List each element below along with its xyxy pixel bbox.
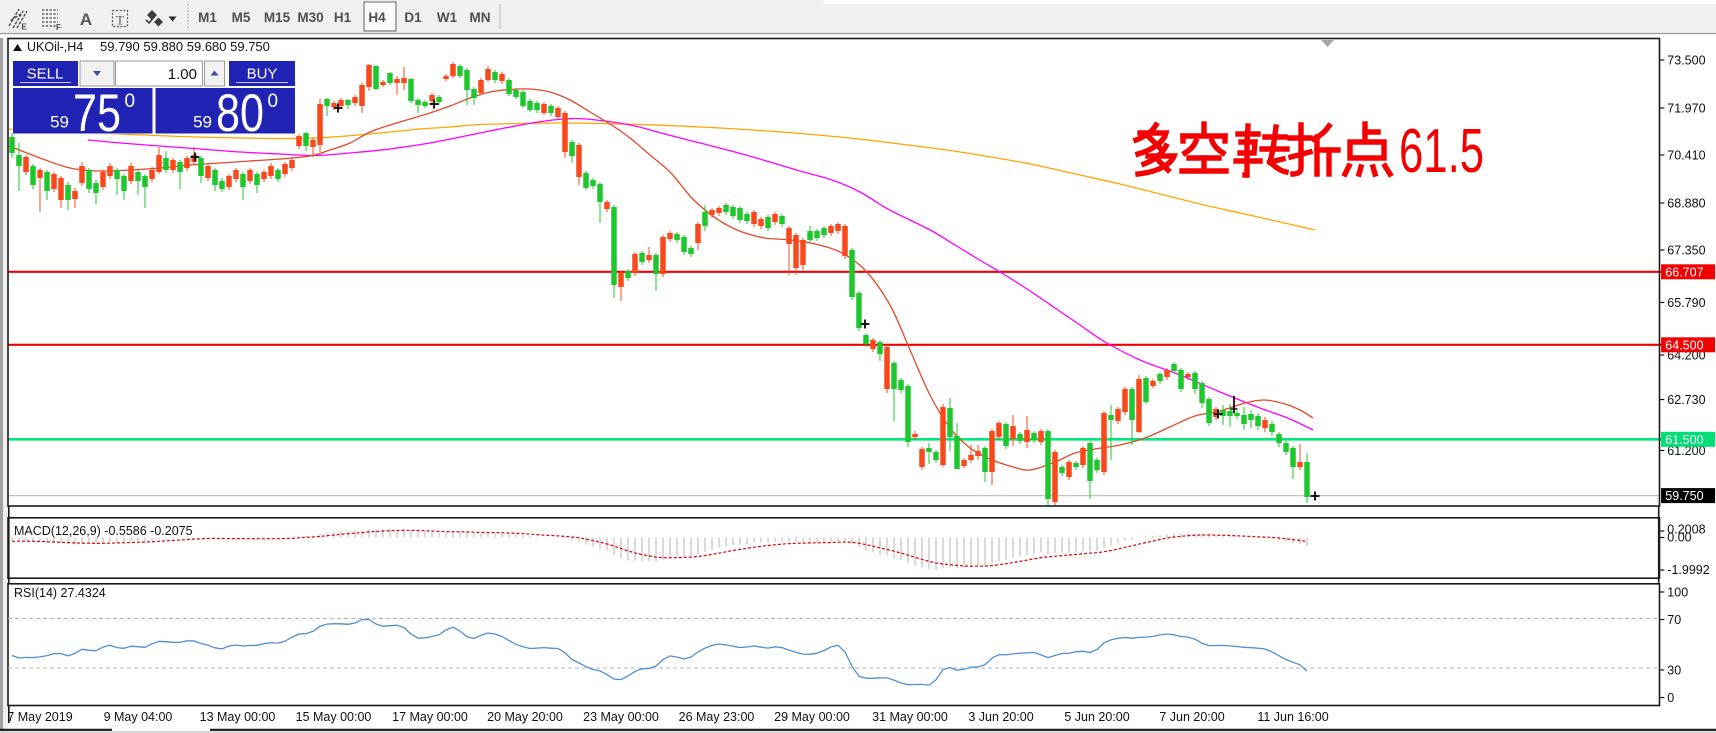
svg-text:70.410: 70.410 (1667, 149, 1705, 163)
svg-text:30: 30 (1667, 664, 1681, 678)
svg-text:1.00: 1.00 (168, 66, 197, 83)
svg-text:29 May 00:00: 29 May 00:00 (774, 710, 850, 724)
svg-text:59.750: 59.750 (1665, 489, 1703, 503)
svg-text:11 Jun 16:00: 11 Jun 16:00 (1257, 710, 1328, 724)
svg-text:M30: M30 (297, 10, 323, 25)
svg-text:0: 0 (125, 91, 136, 112)
svg-text:RSI(14) 27.4324: RSI(14) 27.4324 (14, 586, 106, 600)
svg-text:MACD(12,26,9) -0.5586 -0.2075: MACD(12,26,9) -0.5586 -0.2075 (14, 524, 193, 538)
svg-text:61.5: 61.5 (1399, 117, 1484, 186)
svg-text:70: 70 (1667, 613, 1681, 627)
svg-text:W1: W1 (437, 10, 458, 25)
svg-text:0.2008: 0.2008 (1667, 523, 1705, 537)
svg-text:0.00: 0.00 (1667, 531, 1691, 545)
svg-text:15 May 00:00: 15 May 00:00 (296, 710, 372, 724)
svg-text:M1: M1 (198, 10, 217, 25)
svg-text:H1: H1 (334, 10, 352, 25)
svg-text:23 May 00:00: 23 May 00:00 (583, 710, 659, 724)
svg-text:9 May 04:00: 9 May 04:00 (104, 710, 173, 724)
svg-text:64.500: 64.500 (1665, 338, 1703, 352)
svg-text:100: 100 (1667, 586, 1688, 600)
svg-text:BUY: BUY (247, 66, 278, 83)
svg-text:T: T (116, 13, 124, 28)
svg-text:59.790 59.880 59.680 59.750: 59.790 59.880 59.680 59.750 (100, 39, 270, 54)
svg-text:7 May 2019: 7 May 2019 (7, 710, 72, 724)
svg-text:H4: H4 (368, 10, 386, 25)
svg-text:61.200: 61.200 (1667, 444, 1705, 458)
svg-text:26 May 23:00: 26 May 23:00 (679, 710, 755, 724)
svg-text:62.730: 62.730 (1667, 393, 1705, 407)
svg-text:75: 75 (73, 84, 121, 143)
svg-text:5 Jun 20:00: 5 Jun 20:00 (1064, 710, 1129, 724)
svg-text:20 May 20:00: 20 May 20:00 (487, 710, 563, 724)
svg-text:F: F (56, 23, 61, 32)
svg-text:71.970: 71.970 (1667, 102, 1705, 116)
svg-text:A: A (80, 10, 92, 29)
svg-text:M15: M15 (264, 10, 291, 25)
svg-text:68.880: 68.880 (1667, 197, 1705, 211)
svg-text:-1.9992: -1.9992 (1667, 563, 1709, 577)
svg-text:0: 0 (268, 91, 279, 112)
svg-text:0: 0 (1667, 691, 1674, 705)
svg-text:M5: M5 (232, 10, 251, 25)
svg-text:UKOil-,H4: UKOil-,H4 (27, 40, 83, 54)
svg-text:SELL: SELL (27, 66, 64, 83)
svg-text:80: 80 (216, 84, 264, 143)
svg-text:67.350: 67.350 (1667, 244, 1705, 258)
svg-text:59: 59 (50, 113, 69, 132)
svg-text:E: E (21, 23, 27, 32)
svg-text:73.500: 73.500 (1667, 54, 1705, 68)
svg-text:66.707: 66.707 (1665, 265, 1703, 279)
svg-text:17 May 00:00: 17 May 00:00 (392, 710, 468, 724)
svg-text:D1: D1 (404, 10, 422, 25)
svg-text:7 Jun 20:00: 7 Jun 20:00 (1159, 710, 1224, 724)
svg-text:65.790: 65.790 (1667, 296, 1705, 310)
svg-text:3 Jun 20:00: 3 Jun 20:00 (968, 710, 1033, 724)
svg-text:MN: MN (470, 10, 491, 25)
svg-text:59: 59 (193, 113, 212, 132)
svg-text:31 May 00:00: 31 May 00:00 (872, 710, 948, 724)
svg-text:61.500: 61.500 (1665, 433, 1703, 447)
svg-text:13 May 00:00: 13 May 00:00 (200, 710, 276, 724)
